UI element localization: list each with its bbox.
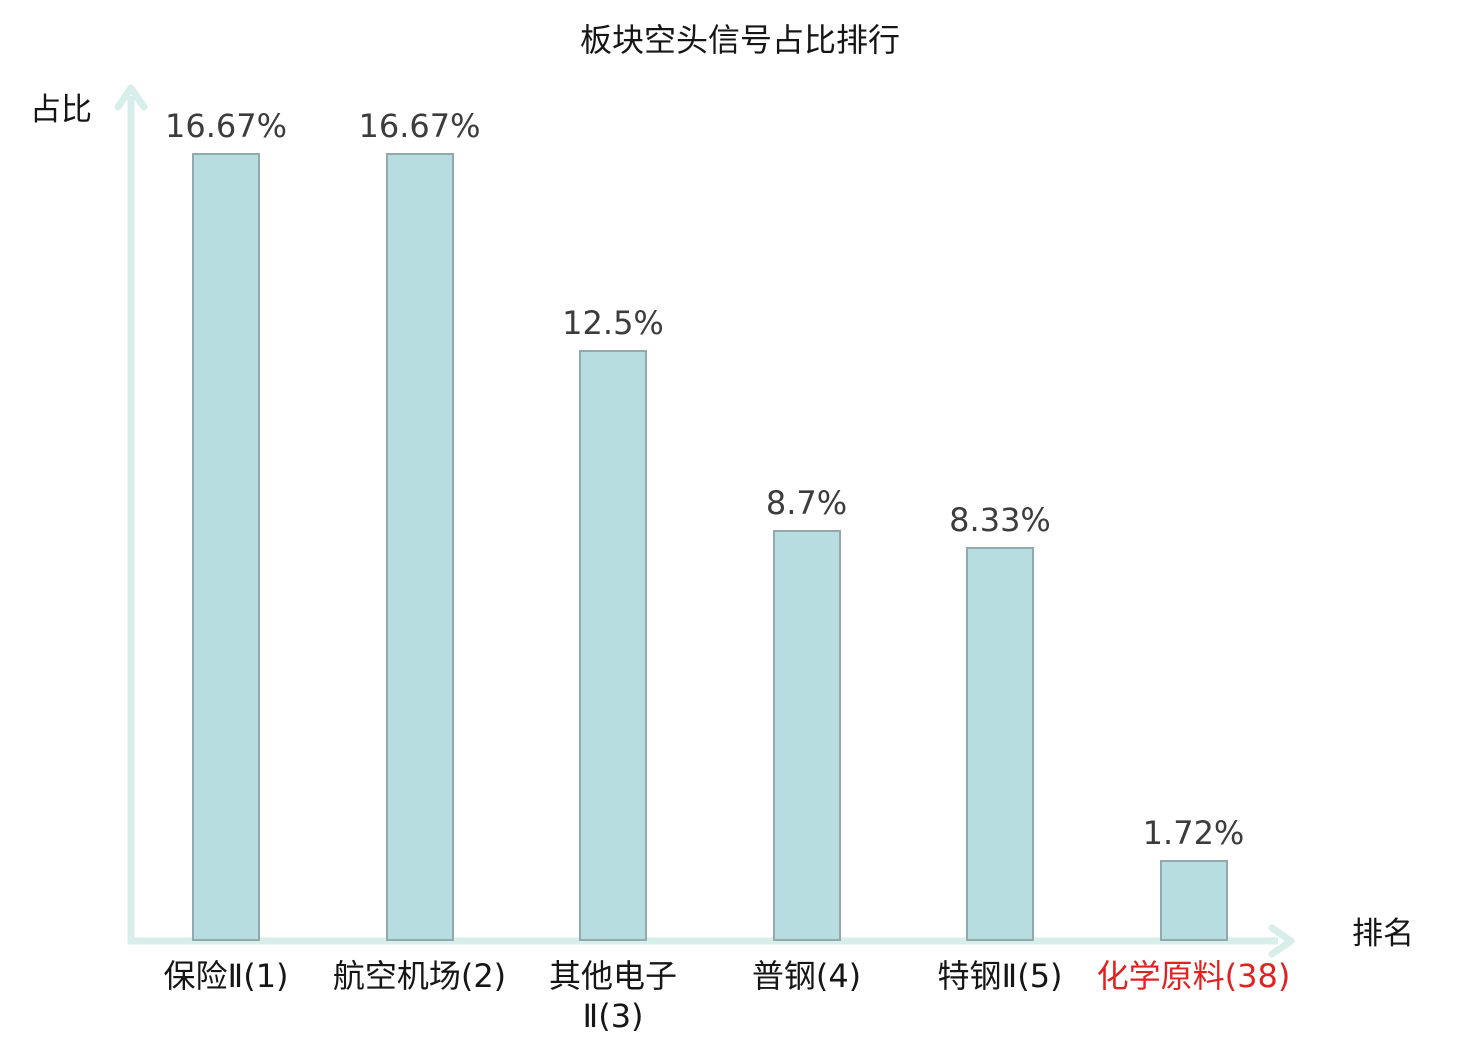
bar	[385, 153, 454, 941]
bar-value-label: 8.7%	[765, 483, 848, 522]
bar-value-label: 8.33%	[949, 501, 1051, 540]
y-axis-label: 占比	[30, 92, 92, 128]
category-label: 其他电子 Ⅱ(3)	[548, 957, 677, 1035]
bar-value-label: 12.5%	[562, 304, 664, 343]
bar	[579, 350, 647, 941]
chart-title: 板块空头信号占比排行	[579, 21, 900, 59]
bar	[192, 153, 260, 941]
bar	[966, 547, 1034, 941]
bar-value-label: 1.72%	[1142, 813, 1245, 852]
x-axis-arrow-icon	[1268, 924, 1295, 958]
category-label: 航空机场(2)	[332, 957, 507, 995]
y-axis-arrow-icon	[114, 84, 148, 111]
x-axis-label: 排名	[1352, 916, 1414, 952]
bar-value-label: 16.67%	[358, 107, 481, 146]
bar	[1159, 859, 1228, 941]
category-label: 特钢Ⅱ(5)	[937, 957, 1063, 995]
bar	[772, 529, 841, 941]
category-label: 化学原料(38)	[1096, 957, 1291, 995]
category-label: 保险Ⅱ(1)	[163, 957, 289, 995]
category-label: 普钢(4)	[751, 957, 862, 995]
bar-value-label: 16.67%	[164, 107, 287, 146]
